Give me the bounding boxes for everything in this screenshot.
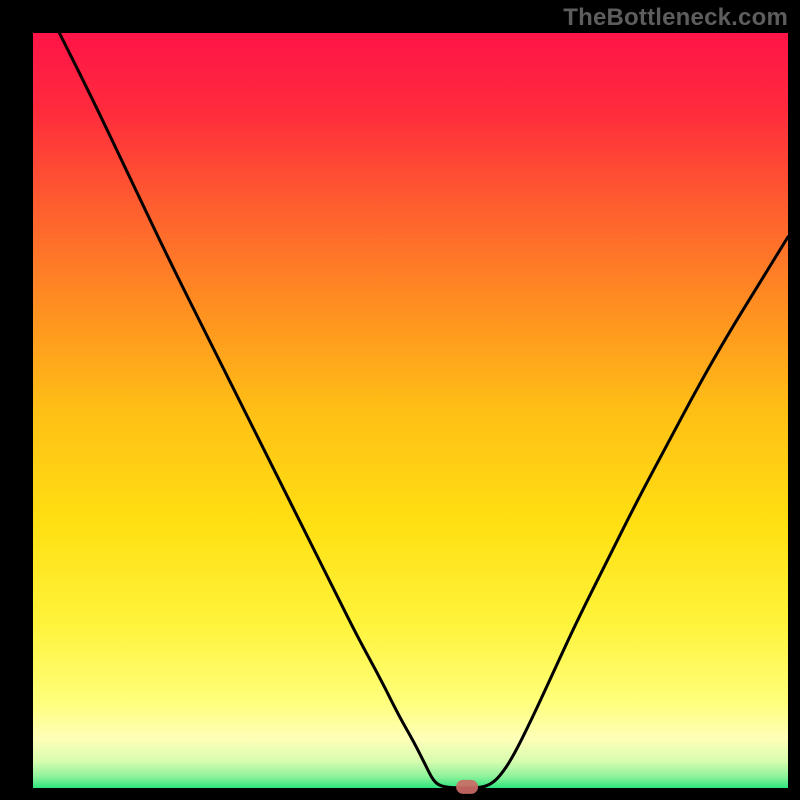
chart-plot-area [33, 33, 788, 788]
chart-frame: TheBottleneck.com [0, 0, 800, 800]
watermark-text: TheBottleneck.com [563, 4, 788, 32]
gradient-chart [0, 0, 800, 800]
optimum-marker [456, 780, 478, 794]
